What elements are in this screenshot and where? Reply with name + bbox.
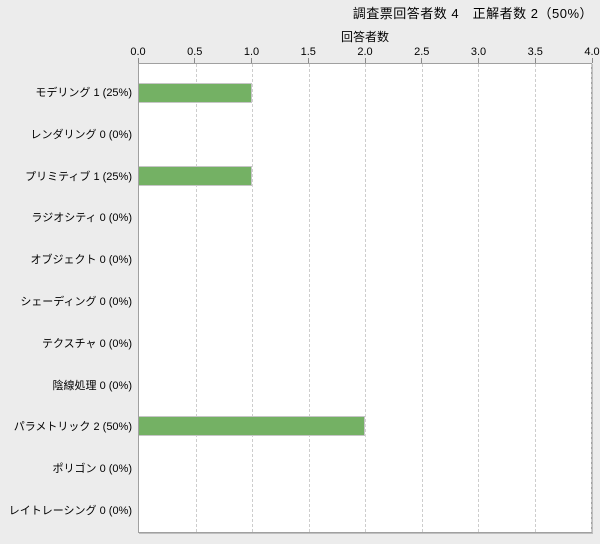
x-tick-mark xyxy=(251,58,252,63)
x-tick-mark xyxy=(421,58,423,63)
bar-row xyxy=(139,197,591,239)
plot-area xyxy=(138,63,592,533)
bar-row xyxy=(139,488,591,530)
gridline xyxy=(421,64,423,532)
x-tick-mark xyxy=(137,58,139,63)
category-label: ラジオシティ 0 (0%) xyxy=(31,212,132,225)
x-tick-label: 1.5 xyxy=(300,46,316,58)
x-tick-label: 2.0 xyxy=(357,46,373,58)
category-label: パラメトリック 2 (50%) xyxy=(13,421,132,434)
gridline xyxy=(308,64,310,532)
bar xyxy=(139,415,365,436)
bar xyxy=(139,82,252,103)
x-axis: 0.0 0.5 1.0 1.5 2.0 2.5 3.0 3.5 4.0 xyxy=(130,0,600,63)
category-label: シェーディング 0 (0%) xyxy=(20,295,132,308)
category-label: レンダリング 0 (0%) xyxy=(30,128,132,141)
bar-row xyxy=(139,239,591,281)
chart-title: 調査票回答者数 4 正解者数 2（50%） xyxy=(352,6,593,21)
bar-row xyxy=(139,114,591,156)
bar-row xyxy=(139,405,591,447)
bar-rows xyxy=(139,64,591,532)
bar-row xyxy=(139,155,591,197)
category-label: モデリング 1 (25%) xyxy=(35,86,132,99)
bar-row xyxy=(139,72,591,114)
x-tick-mark xyxy=(478,58,479,63)
x-tick-label: 1.0 xyxy=(243,46,260,58)
bar-row xyxy=(139,447,591,489)
x-tick-label: 4.0 xyxy=(584,46,600,58)
gridline xyxy=(195,64,197,532)
category-label: オブジェクト 0 (0%) xyxy=(30,254,132,267)
category-label: ポリゴン 0 (0%) xyxy=(52,463,132,476)
category-label: 陰線処理 0 (0%) xyxy=(52,379,132,392)
gridline xyxy=(591,64,592,532)
x-tick-label: 0.5 xyxy=(187,46,203,58)
x-tick-label: 3.0 xyxy=(470,46,487,58)
x-tick-mark xyxy=(307,58,309,63)
bar-row xyxy=(139,322,591,364)
gridline xyxy=(534,64,536,532)
gridline xyxy=(365,64,366,532)
category-label: テクスチャ 0 (0%) xyxy=(41,337,132,350)
x-tick-label: 2.5 xyxy=(414,46,430,58)
bar xyxy=(139,166,252,187)
x-axis-title: 回答者数 xyxy=(340,30,389,44)
category-label: プリミティブ 1 (25%) xyxy=(25,170,132,183)
x-tick-mark xyxy=(364,58,366,63)
x-tick-mark xyxy=(534,58,536,63)
gridline xyxy=(252,64,253,532)
x-tick-label: 3.5 xyxy=(527,46,543,58)
x-tick-label: 0.0 xyxy=(130,46,146,58)
x-tick-mark xyxy=(591,58,593,63)
x-tick-mark xyxy=(194,58,196,63)
gridline xyxy=(478,64,479,532)
category-axis-labels: モデリング 1 (25%) レンダリング 0 (0%) プリミティブ 1 (25%)… xyxy=(0,63,132,533)
category-label: レイトレーシング 0 (0%) xyxy=(8,505,132,518)
bar-row xyxy=(139,280,591,322)
bar-row xyxy=(139,363,591,405)
